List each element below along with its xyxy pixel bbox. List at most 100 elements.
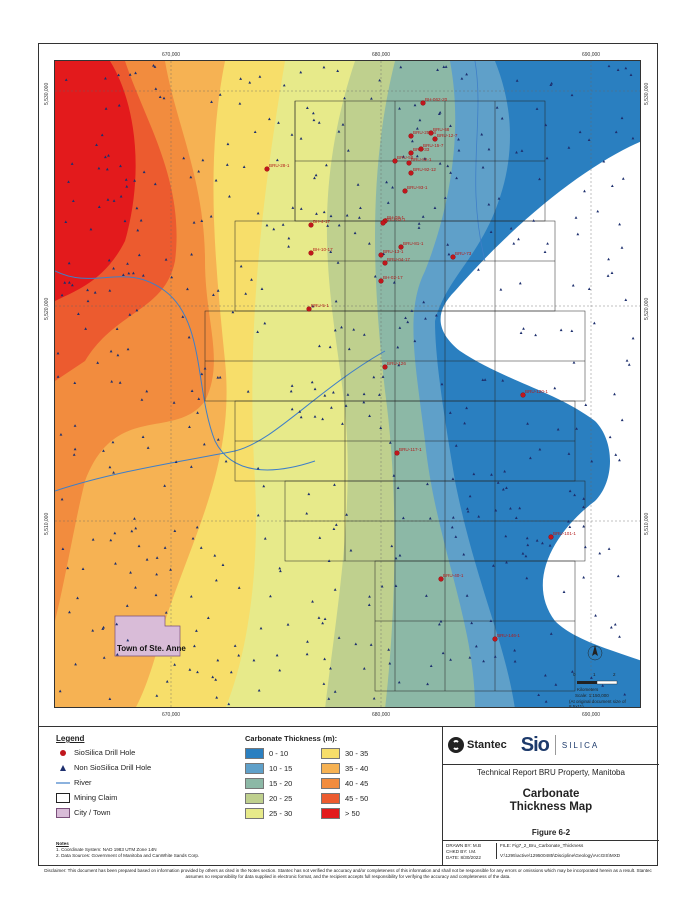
non-siosilica-drill-hole (477, 515, 481, 518)
non-siosilica-drill-hole (372, 696, 376, 700)
non-siosilica-drill-hole (227, 702, 231, 706)
non-siosilica-drill-hole (616, 68, 620, 71)
non-siosilica-drill-hole (67, 280, 71, 284)
non-siosilica-drill-hole (594, 614, 597, 617)
non-siosilica-drill-hole (359, 206, 362, 210)
non-siosilica-drill-hole (263, 536, 267, 540)
non-siosilica-drill-hole (378, 393, 381, 396)
project-name: Technical Report BRU Property, Manitoba (477, 768, 625, 777)
non-siosilica-drill-hole (314, 173, 318, 177)
non-siosilica-drill-hole (373, 274, 377, 278)
non-siosilica-drill-hole (263, 321, 267, 325)
non-siosilica-drill-hole (190, 389, 194, 393)
thickness-swatch (245, 763, 264, 774)
non-siosilica-drill-hole (446, 243, 450, 246)
non-siosilica-drill-hole (559, 328, 563, 332)
non-siosilica-drill-hole (368, 595, 371, 598)
non-siosilica-drill-hole (413, 339, 417, 343)
notes-line-1: 1. Coordinate System: NAD 1983 UTM Zone … (56, 847, 157, 852)
non-siosilica-drill-hole (490, 473, 493, 476)
non-siosilica-drill-hole (575, 427, 578, 430)
non-siosilica-drill-hole (233, 644, 237, 647)
non-siosilica-drill-hole (562, 590, 566, 594)
notes: Notes 1. Coordinate System: NAD 1983 UTM… (56, 841, 356, 859)
title-block-meta: DRAWN BY: M.B CHKD BY: I.M. DATE: 8/30/2… (443, 840, 659, 867)
non-siosilica-drill-hole (202, 442, 206, 446)
stantec-mark-icon (448, 737, 464, 753)
non-siosilica-drill-hole (535, 107, 539, 110)
non-siosilica-drill-hole (465, 594, 469, 597)
non-siosilica-drill-hole (387, 648, 391, 651)
non-siosilica-drill-hole (457, 148, 461, 152)
non-siosilica-drill-hole (210, 100, 213, 103)
non-siosilica-drill-hole (543, 250, 547, 254)
non-siosilica-drill-hole (505, 560, 508, 564)
non-siosilica-drill-hole (186, 287, 189, 291)
non-siosilica-drill-hole (275, 158, 279, 162)
non-siosilica-drill-hole (367, 241, 371, 245)
legend-row: Mining Claim (56, 792, 236, 803)
non-siosilica-drill-hole (362, 392, 366, 396)
non-siosilica-drill-hole (438, 111, 442, 114)
drill-hole-label: BH-02-17 (383, 275, 403, 280)
non-siosilica-drill-hole (212, 293, 215, 297)
non-siosilica-drill-hole (70, 162, 74, 165)
non-siosilica-drill-hole (535, 539, 539, 542)
non-siosilica-drill-hole (519, 331, 523, 334)
x-tick-bottom-1: 670,000 (162, 712, 181, 718)
siosilica-logo: Sio SILICA (521, 734, 599, 757)
non-siosilica-drill-hole (165, 680, 169, 683)
non-siosilica-drill-hole (448, 411, 452, 414)
non-siosilica-drill-hole (489, 230, 493, 234)
siosilica-drill-hole (392, 158, 398, 164)
non-siosilica-drill-hole (188, 668, 192, 671)
non-siosilica-drill-hole (102, 656, 106, 659)
lower-panel (38, 726, 658, 867)
thickness-label: 10 - 15 (269, 764, 293, 773)
non-siosilica-drill-hole (468, 656, 472, 659)
non-siosilica-drill-hole (108, 697, 112, 700)
non-siosilica-drill-hole (306, 640, 309, 643)
non-siosilica-drill-hole (70, 283, 74, 287)
non-siosilica-drill-hole (256, 211, 260, 215)
non-siosilica-drill-hole (491, 564, 495, 567)
non-siosilica-drill-hole (218, 93, 222, 96)
drill-hole-label: BH-09-1 (387, 215, 405, 220)
non-siosilica-drill-hole (357, 216, 361, 219)
non-siosilica-drill-hole (107, 153, 110, 157)
non-siosilica-drill-hole (191, 536, 195, 540)
non-siosilica-drill-hole (218, 375, 222, 379)
non-siosilica-drill-hole (106, 198, 110, 201)
non-siosilica-drill-hole (313, 415, 317, 418)
non-siosilica-drill-hole (275, 653, 279, 657)
non-siosilica-drill-hole (170, 275, 174, 279)
non-siosilica-drill-hole (423, 157, 427, 160)
non-siosilica-drill-hole (133, 179, 137, 182)
map-title-line-2: Thickness Map (509, 801, 593, 813)
non-siosilica-drill-hole (466, 507, 469, 510)
non-siosilica-drill-hole (200, 372, 204, 376)
legend-label: Mining Claim (74, 793, 118, 802)
siosilica-drill-hole (308, 250, 314, 256)
non-siosilica-drill-hole (213, 554, 217, 557)
non-siosilica-drill-hole (86, 288, 89, 292)
scale-note-2: (At original document size of 8.5x11) (569, 699, 626, 708)
non-siosilica-drill-hole (514, 516, 518, 519)
thickness-class: > 50 (321, 808, 397, 819)
drill-hole-label: BRU-68 (433, 127, 450, 132)
non-siosilica-drill-hole (182, 156, 186, 160)
non-siosilica-drill-hole (206, 616, 210, 619)
non-siosilica-drill-hole (346, 148, 350, 152)
non-siosilica-drill-hole (221, 563, 225, 567)
non-siosilica-drill-hole (189, 465, 193, 468)
non-siosilica-drill-hole (609, 625, 613, 629)
non-siosilica-drill-hole (67, 261, 71, 265)
non-siosilica-drill-hole (518, 281, 522, 285)
non-siosilica-drill-hole (145, 389, 149, 393)
non-siosilica-drill-hole (142, 170, 146, 174)
scale-tick-0: 0 (573, 672, 576, 677)
non-siosilica-drill-hole (154, 87, 158, 90)
non-siosilica-drill-hole (544, 123, 548, 127)
non-siosilica-drill-hole (290, 133, 294, 136)
non-siosilica-drill-hole (495, 106, 499, 109)
